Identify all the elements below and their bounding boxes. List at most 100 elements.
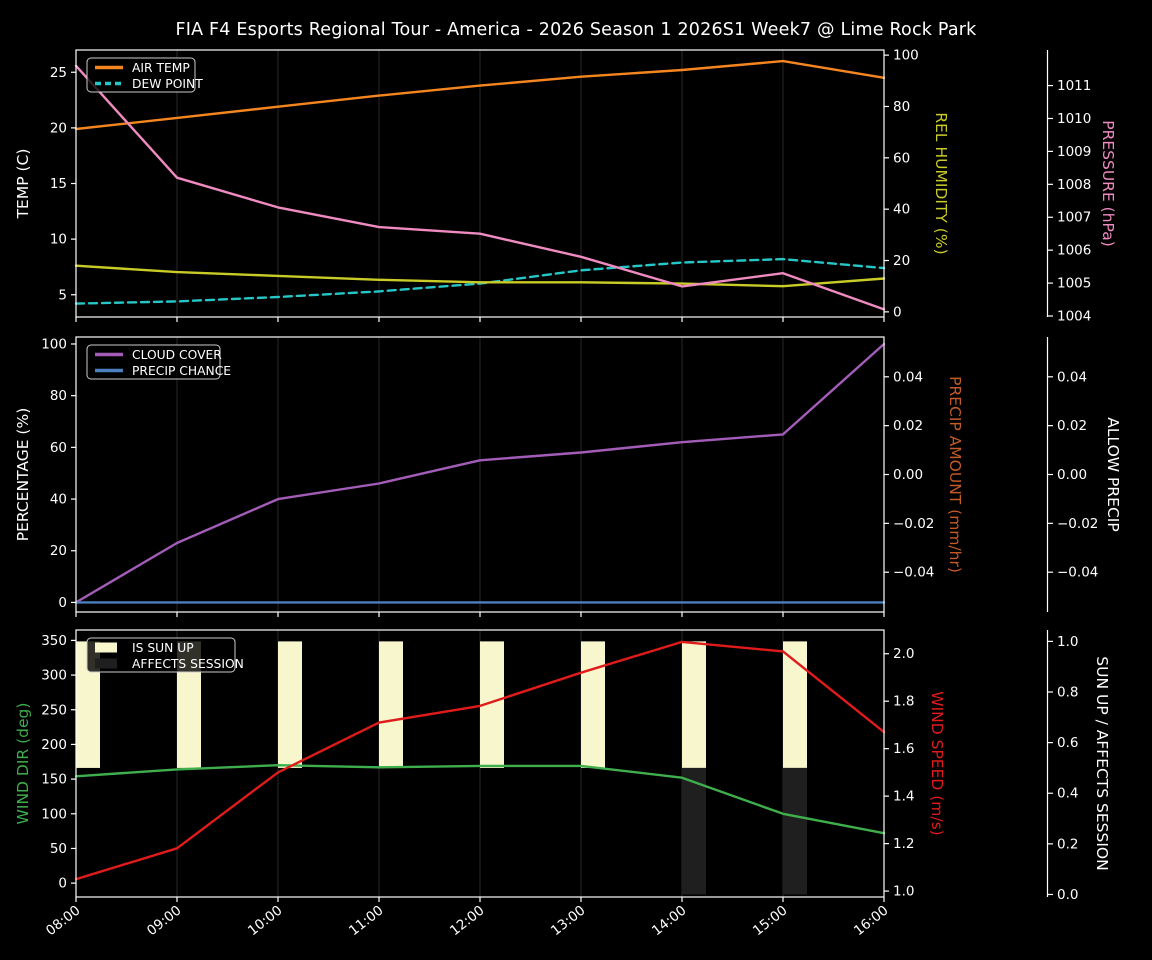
right2-tick-label: 1.0 bbox=[1057, 634, 1078, 650]
air-temp-line bbox=[74, 59, 886, 131]
right1-tick-label: 20 bbox=[893, 253, 910, 269]
legend-swatch-affects-session bbox=[95, 658, 117, 669]
right2-tick-label: 0.04 bbox=[1057, 369, 1087, 385]
right1-tick-label: 0.00 bbox=[893, 467, 923, 483]
legend-label-affects-session: AFFECTS SESSION bbox=[132, 657, 244, 671]
is-sun-up-bar bbox=[379, 641, 403, 768]
x-tick-label: 08:00 bbox=[43, 903, 84, 940]
left-tick-label: 250 bbox=[41, 702, 67, 718]
right2-tick-label: −0.04 bbox=[1057, 565, 1098, 581]
right1-tick-label: 0.04 bbox=[893, 369, 923, 385]
x-tick-label: 14:00 bbox=[649, 903, 690, 940]
left-tick-label: 50 bbox=[50, 841, 67, 857]
right1-tick-label: −0.02 bbox=[893, 516, 934, 532]
is-sun-up-bar bbox=[278, 641, 302, 768]
left-tick-label: 350 bbox=[41, 633, 67, 649]
right2-tick-label: 0.0 bbox=[1057, 887, 1078, 903]
legend-label-dew-point: DEW POINT bbox=[132, 77, 203, 91]
right2-tick-label: 1008 bbox=[1057, 177, 1091, 193]
right2-tick-label: 1006 bbox=[1057, 243, 1091, 259]
right2-tick-label: 1007 bbox=[1057, 210, 1091, 226]
right2-tick-label: 0.4 bbox=[1057, 786, 1078, 802]
x-tick-label: 11:00 bbox=[346, 903, 387, 940]
right1-tick-label: 60 bbox=[893, 150, 910, 166]
x-tick-label: 10:00 bbox=[245, 903, 286, 940]
affects-session-bar bbox=[682, 767, 706, 895]
right2-tick-label: 1011 bbox=[1057, 78, 1091, 94]
x-tick-label: 15:00 bbox=[750, 903, 791, 940]
right2-tick-label: 0.02 bbox=[1057, 418, 1087, 434]
right2-tick-label: 1005 bbox=[1057, 276, 1091, 292]
left-tick-label: 300 bbox=[41, 668, 67, 684]
left-tick-label: 5 bbox=[58, 287, 67, 303]
right1-tick-label: 1.8 bbox=[893, 694, 914, 710]
right1-tick-label: 0.02 bbox=[893, 418, 923, 434]
percentage-axis-label: PERCENTAGE (%) bbox=[14, 408, 32, 542]
wind-sun-subplot: 08:00 09:00 10:00 11:00 12:00 13:00 14:00 15:00… bbox=[14, 629, 1111, 940]
right1-tick-label: 2.0 bbox=[893, 646, 914, 662]
right2-tick-label: 1010 bbox=[1057, 111, 1091, 127]
pressure-hpa-axis-label: PRESSURE (hPa) bbox=[1099, 120, 1117, 247]
legend-label-air-temp: AIR TEMP bbox=[132, 61, 190, 75]
legend-label-precip-chance: PRECIP CHANCE bbox=[132, 364, 231, 378]
left-tick-label: 10 bbox=[50, 232, 67, 248]
wind-speed-line bbox=[74, 640, 886, 881]
left-tick-label: 0 bbox=[58, 595, 67, 611]
rel-humidity-line bbox=[74, 264, 886, 288]
is-sun-up-bar bbox=[682, 641, 706, 768]
right2-tick-label: 0.6 bbox=[1057, 735, 1078, 751]
right2-tick-label: 0.8 bbox=[1057, 685, 1078, 701]
temp-c-axis-label: TEMP (C) bbox=[14, 149, 32, 220]
pressure-line bbox=[74, 64, 886, 311]
precip-amount-mm-hr-axis-label: PRECIP AMOUNT (mm/hr) bbox=[946, 376, 964, 573]
legend: CLOUD COVER PRECIP CHANCE bbox=[86, 344, 231, 380]
left-tick-label: 0 bbox=[58, 876, 67, 892]
left-tick-label: 40 bbox=[50, 492, 67, 508]
legend-box bbox=[86, 637, 236, 673]
legend: AIR TEMP DEW POINT bbox=[86, 57, 203, 93]
left-tick-label: 60 bbox=[50, 440, 67, 456]
right2-tick-label: 0.2 bbox=[1057, 836, 1078, 852]
allow-precip-axis-label: ALLOW PRECIP bbox=[1104, 417, 1122, 531]
legend: IS SUN UP AFFECTS SESSION bbox=[86, 637, 244, 673]
x-tick-label: 12:00 bbox=[447, 903, 488, 940]
right1-tick-label: 1.0 bbox=[893, 884, 914, 900]
x-tick-label: 16:00 bbox=[851, 903, 892, 940]
right1-tick-label: 1.4 bbox=[893, 789, 914, 805]
left-tick-label: 15 bbox=[50, 176, 67, 192]
left-tick-label: 100 bbox=[41, 806, 67, 822]
right1-tick-label: 40 bbox=[893, 202, 910, 218]
right2-tick-label: 1009 bbox=[1057, 144, 1091, 160]
left-tick-label: 20 bbox=[50, 543, 67, 559]
cloud-cover-line bbox=[74, 342, 886, 604]
left-tick-label: 200 bbox=[41, 737, 67, 753]
right1-tick-label: 100 bbox=[893, 48, 919, 64]
left-tick-label: 150 bbox=[41, 772, 67, 788]
legend-label-is-sun-up: IS SUN UP bbox=[132, 641, 194, 655]
right1-tick-label: −0.04 bbox=[893, 565, 934, 581]
is-sun-up-bar bbox=[581, 641, 605, 768]
right2-tick-label: 1004 bbox=[1057, 309, 1091, 325]
right1-tick-label: 1.2 bbox=[893, 836, 914, 852]
wind-dir-line bbox=[74, 764, 886, 835]
temperature-subplot: 5 10 15 20 25 TEMP (C) 0 20 40 60 80 100 REL HUMIDIT… bbox=[14, 48, 1117, 325]
legend-swatch-is-sun-up bbox=[95, 642, 117, 653]
precipitation-subplot: 0 20 40 60 80 100 PERCENTAGE (%) −0.04 −0.02 0.00… bbox=[14, 336, 1122, 617]
legend-label-cloud-cover: CLOUD COVER bbox=[132, 348, 222, 362]
sun-up-affects-session-axis-label: SUN UP / AFFECTS SESSION bbox=[1093, 656, 1111, 870]
x-tick-label: 13:00 bbox=[548, 903, 589, 940]
affects-session-bar bbox=[783, 767, 807, 895]
left-tick-label: 20 bbox=[50, 120, 67, 136]
left-tick-label: 100 bbox=[41, 336, 67, 352]
right2-tick-label: −0.02 bbox=[1057, 516, 1098, 532]
right1-tick-label: 1.6 bbox=[893, 741, 914, 757]
right1-tick-label: 80 bbox=[893, 99, 910, 115]
right1-tick-label: 0 bbox=[893, 304, 902, 320]
chart-title: FIA F4 Esports Regional Tour - America -… bbox=[175, 20, 977, 40]
left-tick-label: 80 bbox=[50, 388, 67, 404]
left-tick-label: 25 bbox=[50, 65, 67, 81]
dew-point-line bbox=[74, 257, 886, 305]
right2-tick-label: 0.00 bbox=[1057, 467, 1087, 483]
